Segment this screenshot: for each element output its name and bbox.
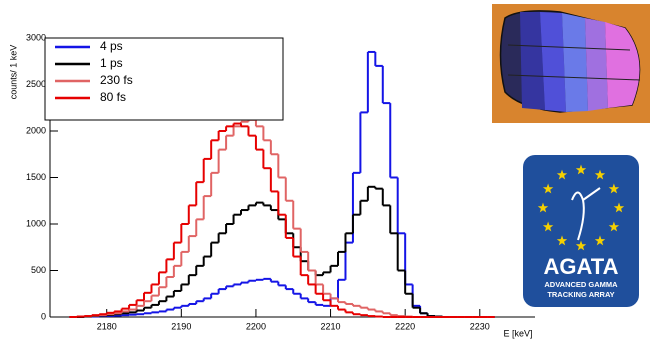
x-tick-label: 2210 <box>321 321 341 331</box>
legend-label: 1 ps <box>100 56 123 70</box>
logo-line: TRACKING ARRAY <box>547 290 614 299</box>
x-tick-label: 2220 <box>395 321 415 331</box>
agata-logo: AGATA ADVANCED GAMMA TRACKING ARRAY <box>523 155 639 307</box>
chart: AGATA ADVANCED GAMMA TRACKING ARRAY coun… <box>0 0 656 340</box>
y-tick-label: 500 <box>31 265 46 275</box>
legend-label: 80 fs <box>100 90 126 104</box>
legend-label: 4 ps <box>100 39 123 53</box>
y-tick-label: 2000 <box>26 125 46 135</box>
legend-label: 230 fs <box>100 73 133 87</box>
x-tick-label: 2180 <box>97 321 117 331</box>
y-tick-label: 2500 <box>26 79 46 89</box>
logo-line: ADVANCED GAMMA <box>544 280 618 289</box>
y-tick-label: 0 <box>41 311 46 321</box>
y-tick-label: 1500 <box>26 172 46 182</box>
x-tick-label: 2190 <box>171 321 191 331</box>
x-axis-title: E [keV] <box>503 328 532 338</box>
histogram-series <box>69 187 494 317</box>
y-tick-label: 1000 <box>26 218 46 228</box>
y-axis-title: counts/ 1 keV <box>8 45 18 100</box>
x-tick-label: 2230 <box>470 321 490 331</box>
x-tick-label: 2200 <box>246 321 266 331</box>
legend-box <box>45 38 283 120</box>
logo-title: AGATA <box>544 254 619 279</box>
y-tick-label: 3000 <box>26 32 46 42</box>
detector-image <box>492 4 650 123</box>
